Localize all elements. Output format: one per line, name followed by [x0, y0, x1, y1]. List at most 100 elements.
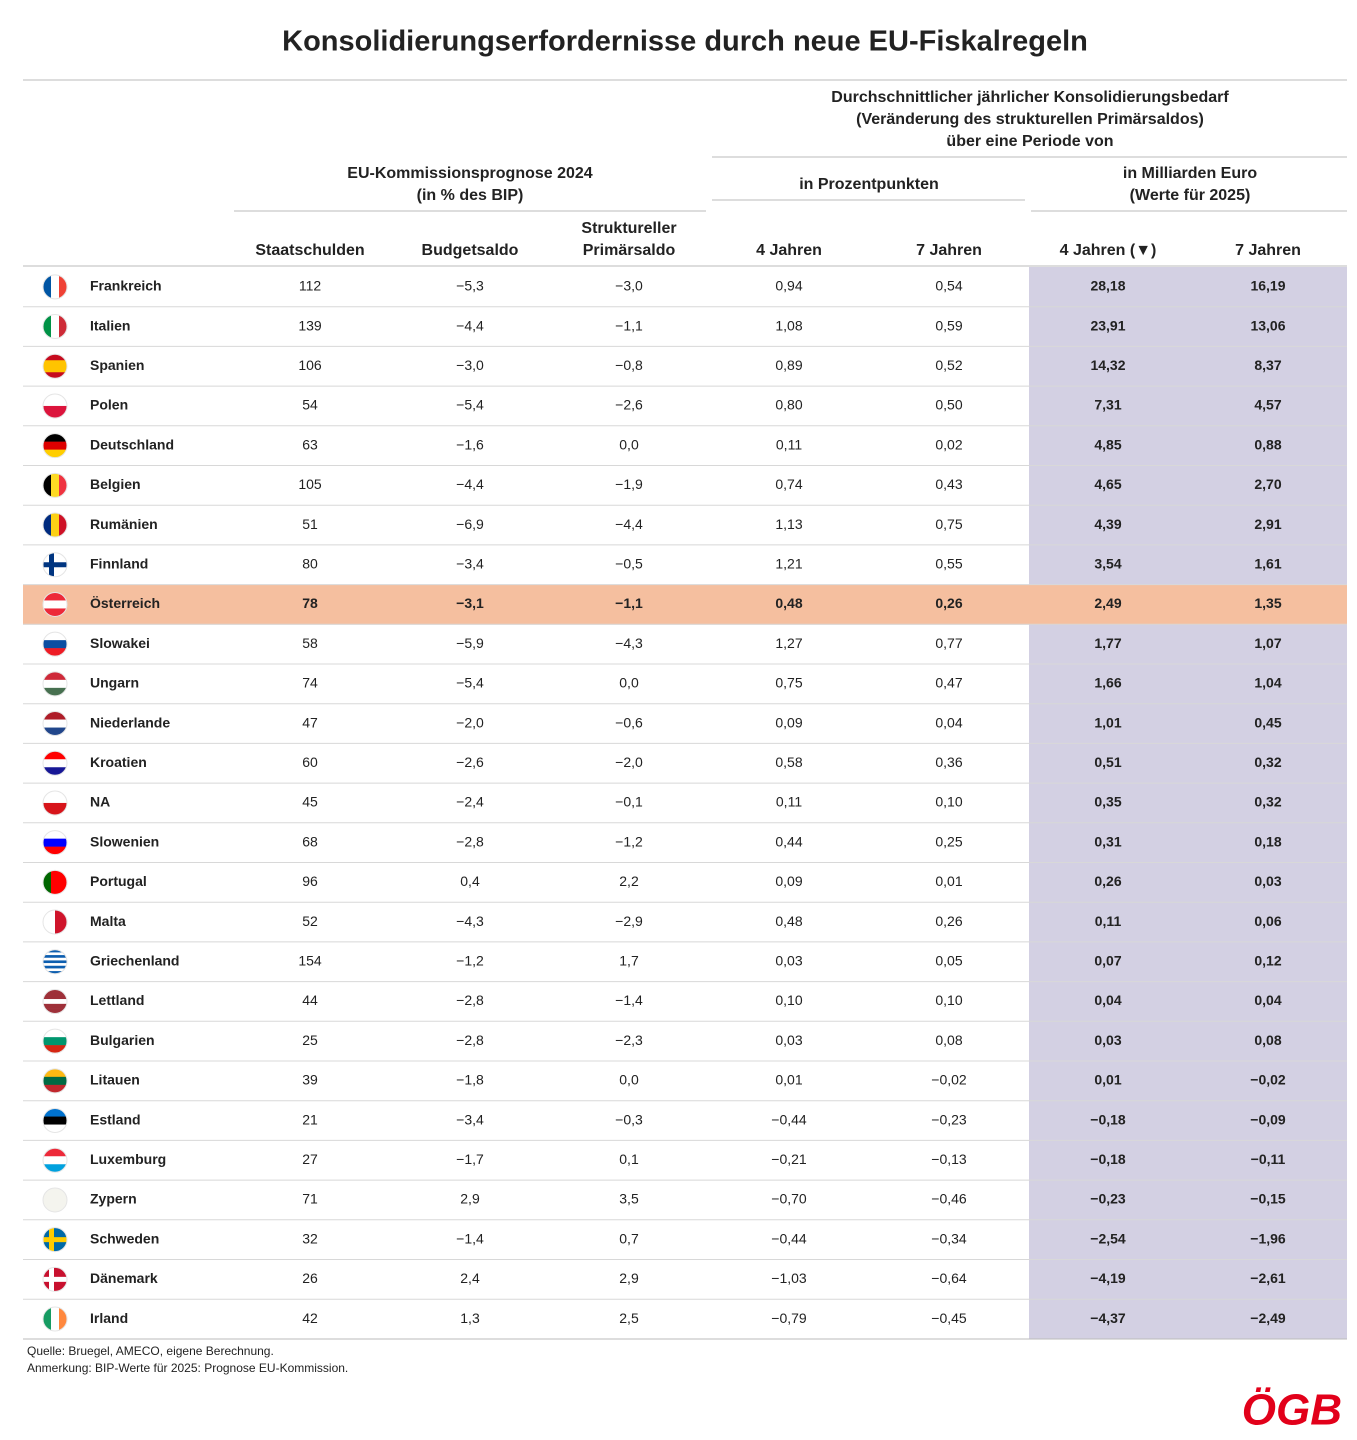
cell: −1,6: [456, 436, 484, 452]
flag-part: [43, 1076, 67, 1086]
flag-part: [43, 441, 67, 450]
cell: 0,04: [1094, 992, 1121, 1008]
flag: [43, 870, 68, 895]
flag-part: [43, 1187, 67, 1213]
cell: 4,57: [1254, 397, 1281, 413]
cell: 26: [302, 1270, 318, 1286]
highlight-column: [1029, 267, 1347, 1339]
flag-outline: [42, 1306, 68, 1332]
flag-part: [43, 1045, 67, 1054]
cell: −1,03: [771, 1270, 807, 1286]
cell: −4,4: [456, 476, 484, 492]
flag-part: [59, 870, 68, 895]
cell: 0,26: [935, 595, 962, 611]
flag: [43, 393, 67, 419]
cell: 0,10: [935, 794, 962, 810]
cell: 0,26: [1094, 873, 1121, 889]
column-header: Struktureller: [581, 220, 676, 237]
flag-part: [43, 1156, 67, 1165]
flag-part: [43, 963, 67, 967]
flag-part: [43, 1116, 67, 1125]
cell: −0,09: [1250, 1111, 1286, 1127]
group-header: (Veränderung des strukturellen Primärsal…: [856, 111, 1204, 128]
cell: 0,04: [935, 714, 962, 730]
flag: [43, 632, 67, 657]
flag-part: [43, 968, 67, 972]
cell: 2,70: [1254, 476, 1281, 492]
cell: 4,85: [1094, 436, 1121, 452]
cell: 1,3: [460, 1310, 480, 1326]
cell: −2,8: [456, 1032, 484, 1048]
cell: 0,26: [935, 913, 962, 929]
country-name: Italien: [90, 317, 130, 333]
column-header: Primärsaldo: [583, 242, 676, 259]
cell: 0,52: [935, 357, 962, 373]
cell: 0,35: [1094, 794, 1121, 810]
cell: −4,37: [1090, 1310, 1126, 1326]
cell: 0,44: [775, 833, 802, 849]
cell: −0,13: [931, 1151, 967, 1167]
flag-part: [59, 473, 68, 498]
country-name: Malta: [90, 913, 126, 929]
flag-part: [51, 870, 60, 895]
flag-outline: [42, 393, 68, 419]
cell: 0,11: [776, 794, 802, 810]
cell: 0,80: [775, 397, 802, 413]
cell: 68: [302, 833, 318, 849]
cell: −3,0: [456, 357, 484, 373]
flag-outline: [42, 909, 68, 935]
cell: 7,31: [1094, 397, 1121, 413]
flag-part: [43, 648, 67, 657]
cell: 2,2: [619, 873, 639, 889]
cell: 0,06: [1254, 913, 1281, 929]
country-name: Ungarn: [90, 675, 139, 691]
flag: [43, 314, 68, 339]
country-name: Litauen: [90, 1072, 140, 1088]
country-name: Polen: [90, 397, 128, 413]
cell: −1,2: [456, 952, 484, 968]
flag-part: [43, 433, 67, 442]
cell: 0,03: [1254, 873, 1281, 889]
cell: 0,43: [935, 476, 962, 492]
country-name: Österreich: [90, 595, 160, 611]
cell: 3,5: [619, 1191, 639, 1207]
flag-part: [51, 274, 60, 299]
cell: −2,0: [456, 714, 484, 730]
country-name: Slowakei: [90, 635, 150, 651]
flag-outline: [42, 631, 68, 657]
cell: −2,61: [1250, 1270, 1286, 1286]
flag: [43, 1267, 67, 1292]
cell: −4,3: [456, 913, 484, 929]
cell: 0,51: [1094, 754, 1121, 770]
flag-outline: [42, 988, 68, 1014]
flag-part: [43, 1029, 67, 1038]
cell: −3,0: [615, 278, 643, 294]
flag-part: [43, 687, 67, 697]
flag-outline: [42, 830, 68, 856]
cell: −1,96: [1250, 1230, 1286, 1246]
flag-part: [43, 711, 67, 720]
cell: 1,08: [775, 317, 802, 333]
flag: [43, 1029, 67, 1054]
flag: [43, 1148, 67, 1173]
cell: −6,9: [456, 516, 484, 532]
cell: 4,65: [1094, 476, 1121, 492]
cell: −0,45: [931, 1310, 967, 1326]
country-name: Schweden: [90, 1230, 159, 1246]
flag-part: [43, 846, 67, 855]
cell: −0,79: [771, 1310, 807, 1326]
cell: 1,07: [1254, 635, 1281, 651]
flag-outline: [42, 949, 68, 975]
flag-outline: [42, 591, 68, 617]
flag-part: [43, 960, 67, 964]
flag: [43, 671, 67, 697]
flag-part: [43, 727, 67, 736]
cell: 0,01: [935, 873, 962, 889]
cell: 0,47: [935, 675, 962, 691]
flag-part: [43, 790, 67, 804]
flag-part: [59, 513, 68, 538]
cell: −1,4: [615, 992, 643, 1008]
cell: 0,77: [935, 635, 962, 651]
flag-part: [43, 274, 52, 299]
country-name: Kroatien: [90, 754, 147, 770]
